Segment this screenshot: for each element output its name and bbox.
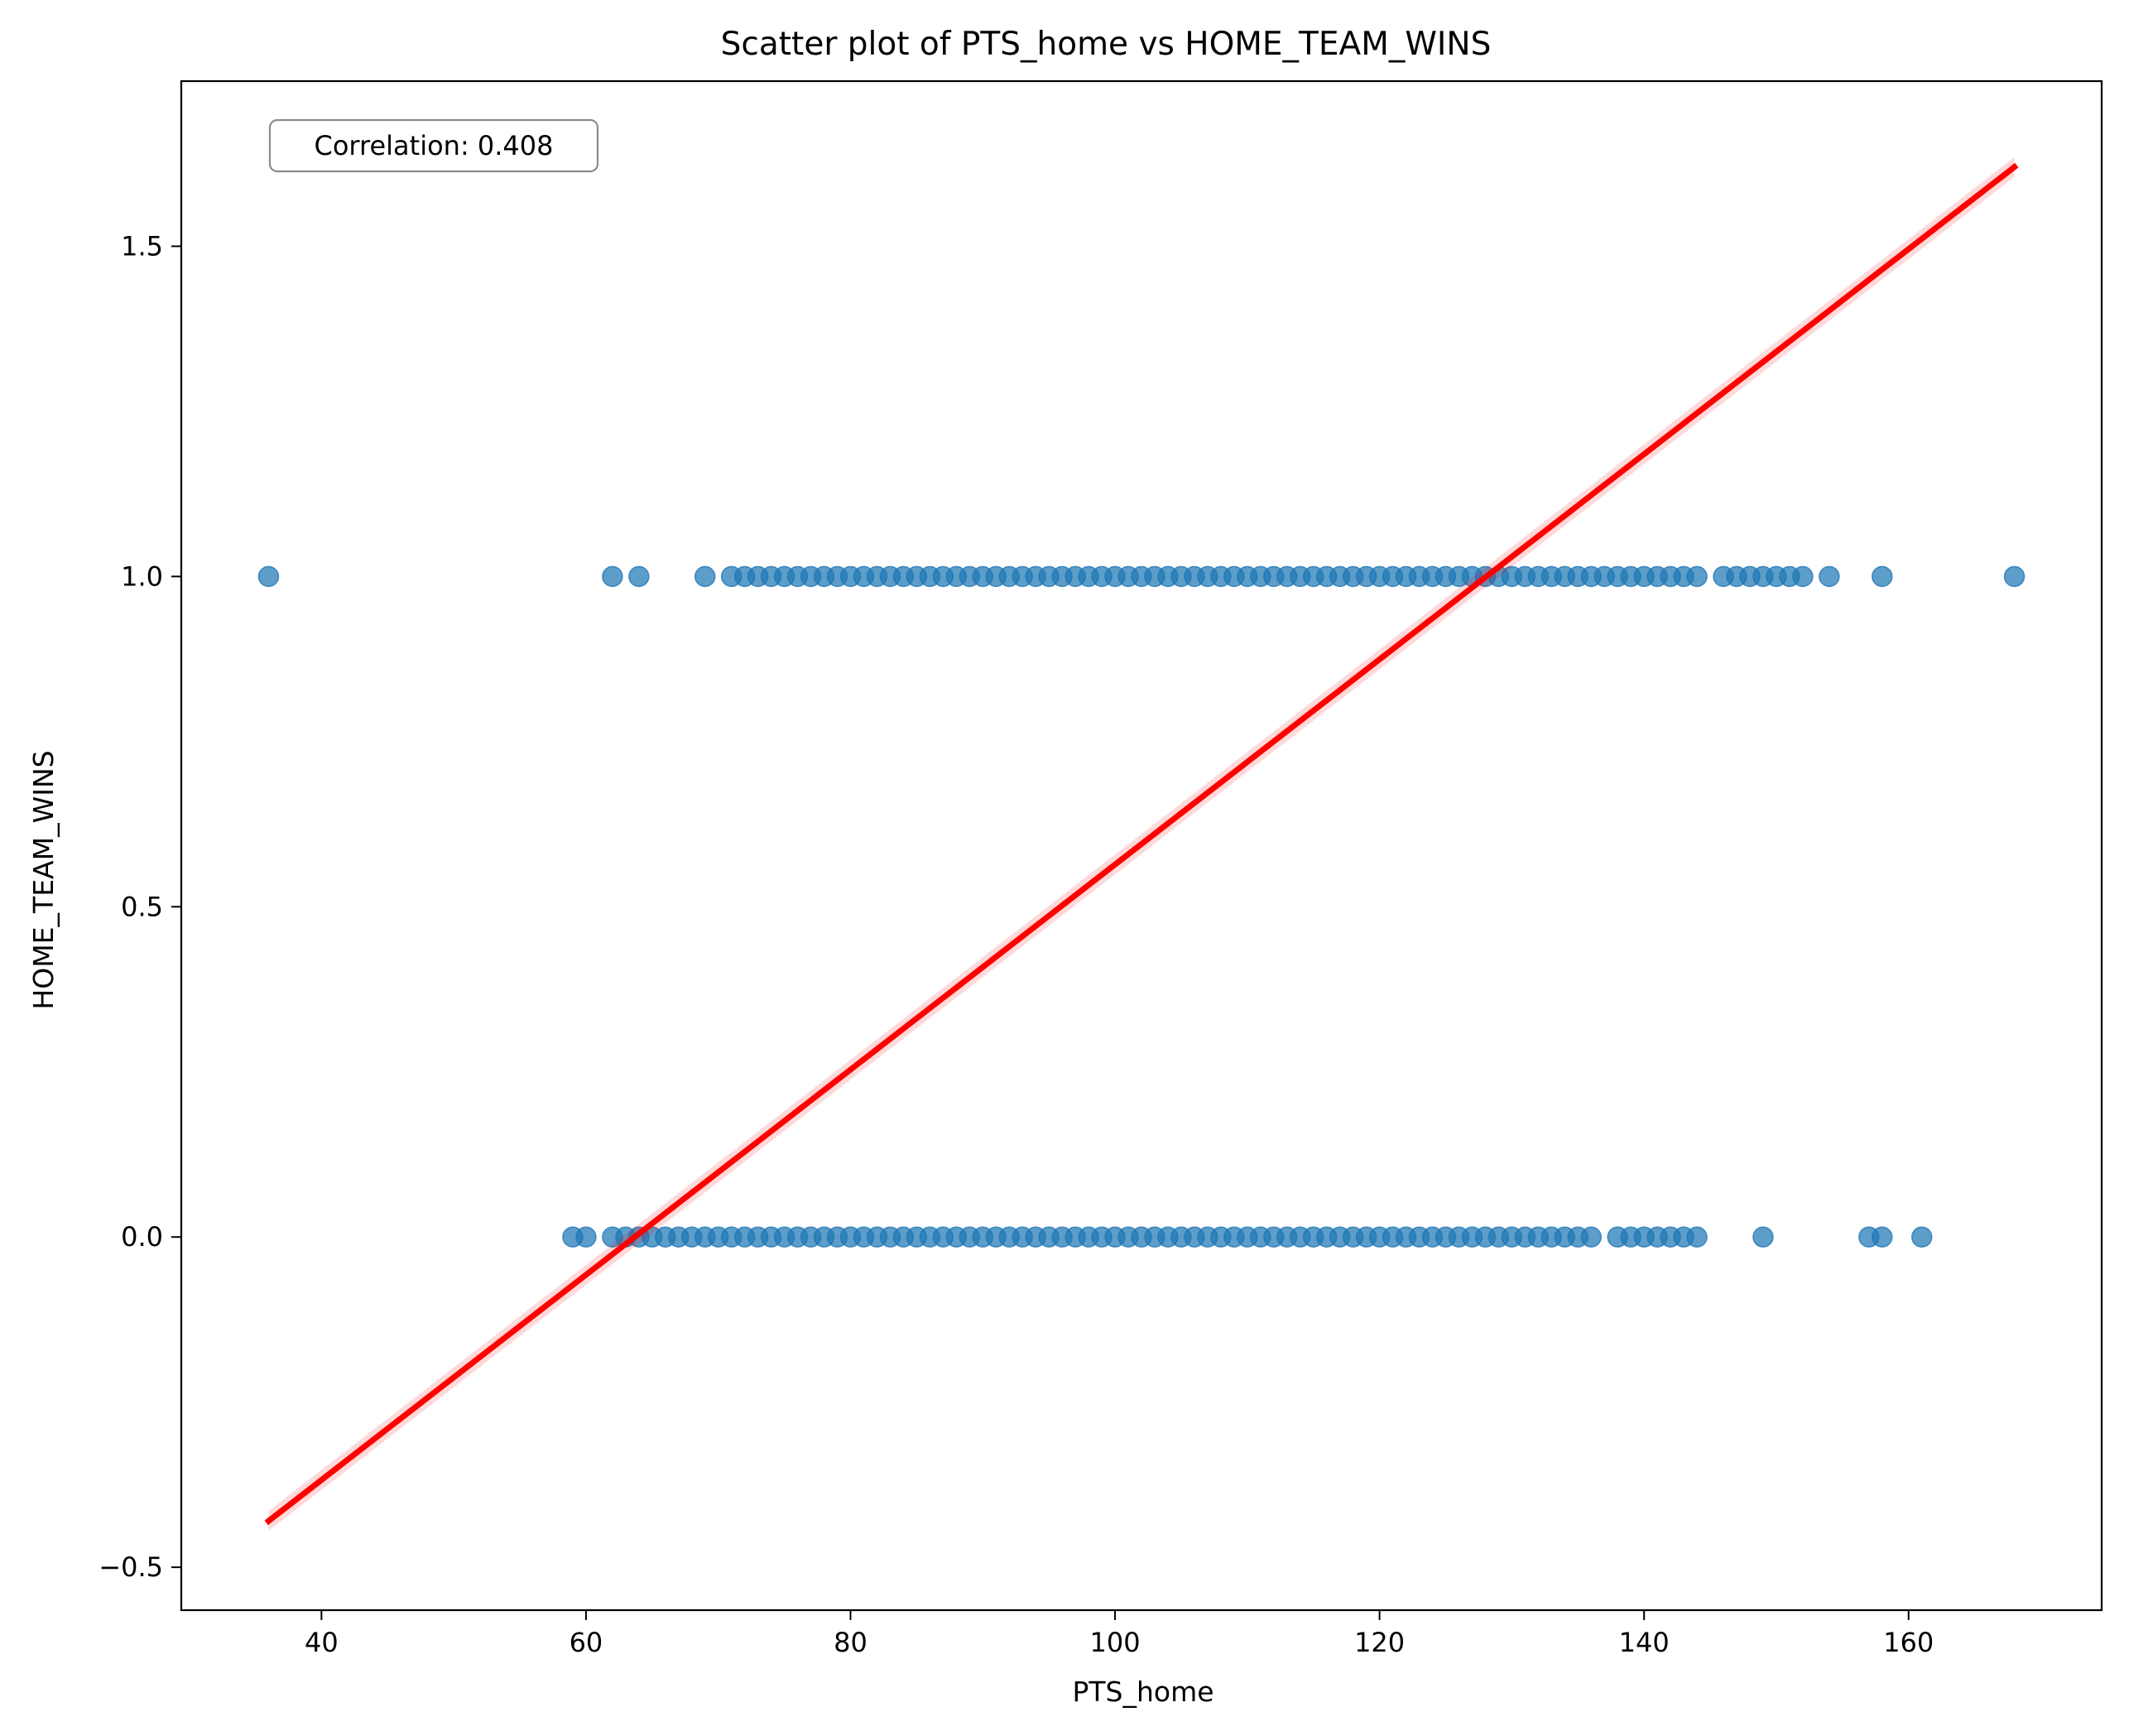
scatter-point (602, 565, 623, 588)
y-tick-label: −0.5 (99, 1551, 163, 1583)
regression-line (264, 162, 2019, 1526)
annotation-box (268, 118, 599, 173)
axes-frame (180, 79, 2103, 1612)
x-axis-ticks: 40 60 80 100 120 140 160 (305, 1610, 1934, 1658)
x-tick-label: 40 (305, 1627, 339, 1658)
x-axis-label: PTS_home (1072, 1676, 1213, 1708)
scatter-point (1686, 1226, 1708, 1248)
scatter-point (1752, 1226, 1774, 1248)
correlation-annotation: Correlation: 0.408 (268, 118, 599, 173)
scatter-point (2003, 565, 2026, 588)
x-tick-label: 80 (834, 1627, 867, 1658)
scatter-point (1872, 1226, 1893, 1248)
scatter-point (1580, 1226, 1603, 1248)
y-axis-ticks: −0.5 0.0 0.5 1.0 1.5 (99, 230, 181, 1583)
scatter-point (1872, 565, 1893, 588)
scatter-point (257, 565, 280, 588)
x-tick-label: 140 (1619, 1627, 1670, 1658)
x-tick-label: 120 (1354, 1627, 1405, 1658)
y-tick-label: 1.0 (121, 560, 163, 592)
y-tick-label: 1.5 (121, 230, 163, 262)
scatter-point (1686, 565, 1708, 588)
y-axis-label: HOME_TEAM_WINS (27, 750, 60, 1009)
scatter-point (1792, 565, 1814, 588)
chart-title: Scatter plot of PTS_home vs HOME_TEAM_WI… (721, 26, 1492, 63)
x-tick-label: 60 (569, 1627, 603, 1658)
plot-area (180, 79, 2103, 1612)
x-tick-label: 100 (1090, 1627, 1141, 1658)
scatter-point (1819, 565, 1840, 588)
x-tick-label: 160 (1883, 1627, 1934, 1658)
y-tick-label: 0.5 (121, 891, 163, 922)
regression-line-group (264, 162, 2019, 1526)
annotation-text: Correlation: 0.408 (314, 130, 553, 161)
scatter-point (1910, 1226, 1933, 1248)
y-tick-label: 0.0 (121, 1221, 163, 1253)
scatter-point (694, 565, 716, 588)
scatter-point (628, 565, 650, 588)
scatter-point (575, 1226, 597, 1248)
